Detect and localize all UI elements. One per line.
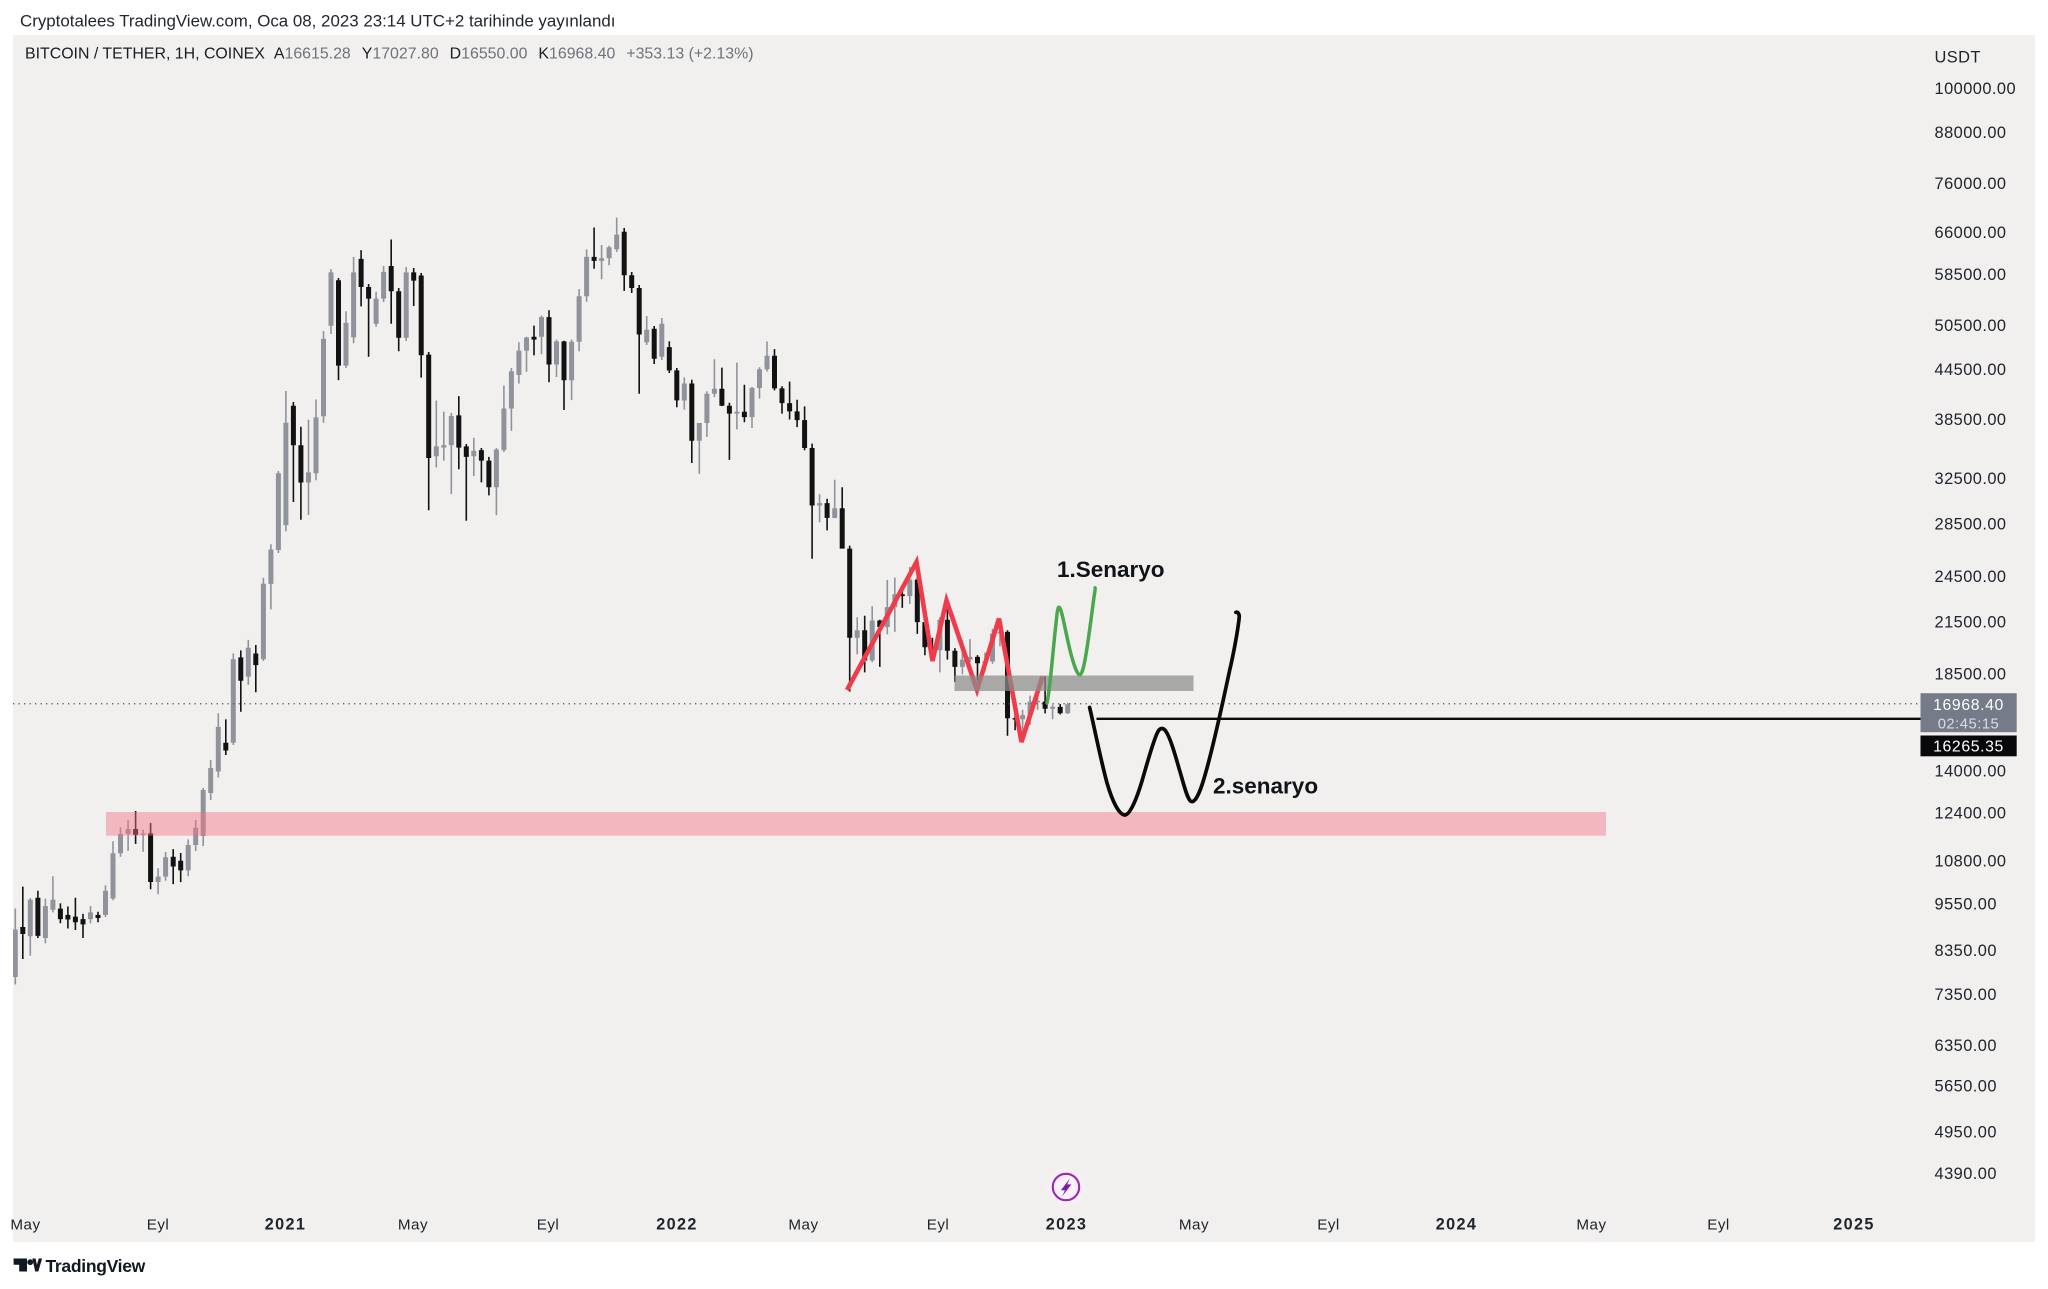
- svg-text:4390.00: 4390.00: [1935, 1165, 1997, 1183]
- svg-text:32500.00: 32500.00: [1935, 470, 2007, 488]
- svg-text:66000.00: 66000.00: [1935, 224, 2007, 242]
- svg-text:May: May: [1179, 1217, 1209, 1234]
- svg-text:Eyl: Eyl: [537, 1217, 560, 1234]
- svg-text:2.senaryo: 2.senaryo: [1213, 774, 1318, 799]
- svg-text:May: May: [1576, 1217, 1606, 1234]
- svg-text:2024: 2024: [1436, 1216, 1478, 1234]
- svg-text:12400.00: 12400.00: [1935, 805, 2007, 823]
- svg-text:TradingView: TradingView: [46, 1256, 146, 1276]
- svg-text:May: May: [10, 1217, 40, 1234]
- svg-text:2023: 2023: [1046, 1216, 1088, 1234]
- svg-text:50500.00: 50500.00: [1935, 317, 2007, 335]
- svg-text:44500.00: 44500.00: [1935, 361, 2007, 379]
- svg-text:76000.00: 76000.00: [1935, 175, 2007, 193]
- svg-text:38500.00: 38500.00: [1935, 411, 2007, 429]
- svg-text:2022: 2022: [656, 1216, 698, 1234]
- svg-text:6350.00: 6350.00: [1935, 1037, 1997, 1055]
- svg-text:21500.00: 21500.00: [1935, 614, 2007, 632]
- svg-text:Eyl: Eyl: [147, 1217, 170, 1234]
- svg-text:Cryptotalees TradingView.com,: Cryptotalees TradingView.com, Oca 08, 20…: [20, 12, 615, 31]
- svg-text:USDT: USDT: [1935, 49, 1981, 67]
- svg-text:88000.00: 88000.00: [1935, 124, 2007, 142]
- svg-text:14000.00: 14000.00: [1935, 763, 2007, 781]
- svg-text:24500.00: 24500.00: [1935, 568, 2007, 586]
- svg-text:1.Senaryo: 1.Senaryo: [1057, 557, 1165, 582]
- svg-text:8350.00: 8350.00: [1935, 942, 1997, 960]
- svg-text:16968.40: 16968.40: [1933, 697, 2004, 714]
- svg-text:7350.00: 7350.00: [1935, 986, 1997, 1004]
- svg-text:May: May: [398, 1217, 428, 1234]
- svg-text:58500.00: 58500.00: [1935, 266, 2007, 284]
- svg-text:28500.00: 28500.00: [1935, 516, 2007, 534]
- svg-text:18500.00: 18500.00: [1935, 666, 2007, 684]
- svg-text:10800.00: 10800.00: [1935, 853, 2007, 871]
- svg-text:Eyl: Eyl: [927, 1217, 950, 1234]
- svg-text:2025: 2025: [1833, 1216, 1875, 1234]
- svg-text:2021: 2021: [265, 1216, 307, 1234]
- svg-text:Eyl: Eyl: [1317, 1217, 1340, 1234]
- svg-text:02:45:15: 02:45:15: [1938, 716, 2000, 732]
- svg-text:9550.00: 9550.00: [1935, 895, 1997, 913]
- svg-text:5650.00: 5650.00: [1935, 1078, 1997, 1096]
- svg-text:May: May: [788, 1217, 818, 1234]
- svg-text:Eyl: Eyl: [1707, 1217, 1730, 1234]
- svg-text:16265.35: 16265.35: [1933, 738, 2004, 755]
- svg-text:4950.00: 4950.00: [1935, 1124, 1997, 1142]
- svg-text:100000.00: 100000.00: [1935, 80, 2017, 98]
